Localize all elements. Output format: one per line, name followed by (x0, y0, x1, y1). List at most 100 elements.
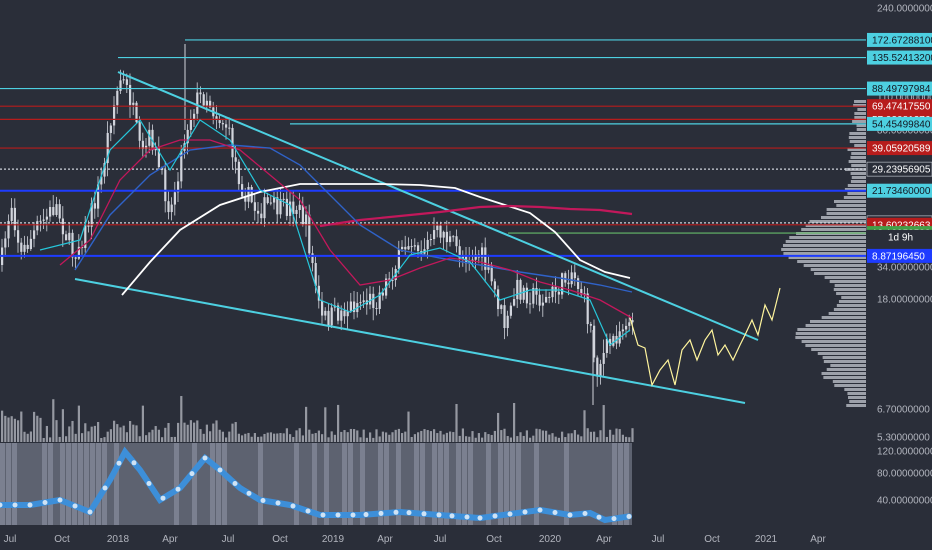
candle (135, 102, 138, 123)
candle (481, 247, 484, 258)
volume-bar (97, 421, 100, 442)
time-axis-label: Oct (704, 534, 720, 545)
candle (93, 203, 96, 209)
volume-bar (577, 434, 580, 442)
profile-bar (848, 160, 866, 163)
volume-bar (180, 396, 183, 442)
time-axis-label: Oct (486, 534, 502, 545)
candle (391, 279, 394, 281)
candle (599, 363, 602, 377)
profile-bar (851, 176, 866, 179)
candle (516, 279, 519, 300)
oscillator-dot (102, 485, 108, 491)
candle (145, 145, 148, 149)
candle (474, 254, 477, 260)
price-tag (867, 141, 932, 156)
candle (263, 197, 266, 219)
volume-bar (247, 432, 250, 442)
volume-bar (436, 433, 439, 442)
volume-bar (138, 436, 141, 442)
candle (7, 220, 10, 239)
volume-bar (228, 431, 231, 442)
candle (487, 264, 490, 270)
volume-bar (378, 436, 381, 442)
profile-bar (811, 348, 866, 351)
profile-bar (782, 244, 866, 247)
price-tag-label: 29.23956905 (872, 165, 931, 176)
oscillator-dot (87, 509, 93, 515)
profile-bar (833, 288, 866, 291)
profile-bar (834, 384, 866, 387)
volume-bar (257, 436, 260, 442)
candle (36, 221, 39, 231)
oscillator-dot (72, 503, 78, 509)
candle (327, 310, 330, 326)
volume-bar (487, 434, 490, 442)
candle (545, 296, 548, 303)
candle (484, 247, 487, 270)
volume-bar (333, 434, 336, 442)
profile-bar (821, 372, 866, 375)
candle (455, 236, 458, 247)
volume-bar (221, 431, 224, 442)
oscillator-stripe (324, 443, 329, 525)
upper-trendline (117, 71, 759, 341)
volume-bar (183, 422, 186, 442)
volume-bar (189, 420, 192, 442)
profile-bar (854, 112, 866, 115)
candle (183, 143, 186, 151)
volume-bar (205, 424, 208, 442)
profile-bar (795, 336, 866, 339)
candle (525, 287, 528, 304)
oscillator-stripe (396, 443, 401, 525)
oscillator-dot (275, 500, 281, 506)
volume-bar (580, 436, 583, 442)
oscillator-stripe (486, 443, 491, 525)
candle (119, 80, 122, 91)
volume-bar (609, 429, 612, 442)
volume-bar (33, 411, 36, 442)
volume-bar (564, 437, 567, 442)
candle (298, 204, 301, 211)
volume-bar (593, 431, 596, 442)
candle (417, 245, 420, 251)
volume-bar (276, 433, 279, 442)
candle (87, 225, 90, 227)
candle (509, 305, 512, 316)
oscillator-stripe (438, 443, 443, 525)
oscillator-dot (202, 455, 208, 461)
volume-bar (468, 436, 471, 442)
candle (439, 225, 442, 238)
profile-bar (823, 376, 866, 379)
price-tag-label: 135.52413200 (872, 53, 932, 64)
candle (257, 210, 260, 214)
candle (519, 279, 522, 300)
candle (61, 218, 64, 235)
oscillator-dot (305, 508, 311, 514)
candle (122, 79, 125, 81)
profile-bar (850, 172, 866, 175)
candle (193, 113, 196, 120)
volume-bar (391, 432, 394, 442)
oscillator-stripe (510, 443, 515, 525)
oscillator-stripe (90, 443, 95, 525)
volume-bar (49, 437, 52, 442)
oscillator-dot (464, 514, 470, 520)
candle (20, 242, 23, 252)
oscillator-dot (393, 509, 399, 515)
oscillator-dot (477, 515, 483, 521)
candle (205, 100, 208, 106)
profile-bar (841, 296, 866, 299)
candle (109, 125, 112, 133)
volume-bar (465, 436, 468, 442)
time-axis-label: Jul (4, 534, 17, 545)
volume-bar (42, 437, 45, 442)
volume-bar (253, 433, 256, 442)
time-axis-label: 2019 (322, 534, 345, 545)
oscillator-dot (131, 460, 137, 466)
volume-bar (234, 422, 237, 442)
candle (282, 198, 285, 200)
candle (372, 293, 375, 308)
volume-bar (237, 433, 240, 442)
